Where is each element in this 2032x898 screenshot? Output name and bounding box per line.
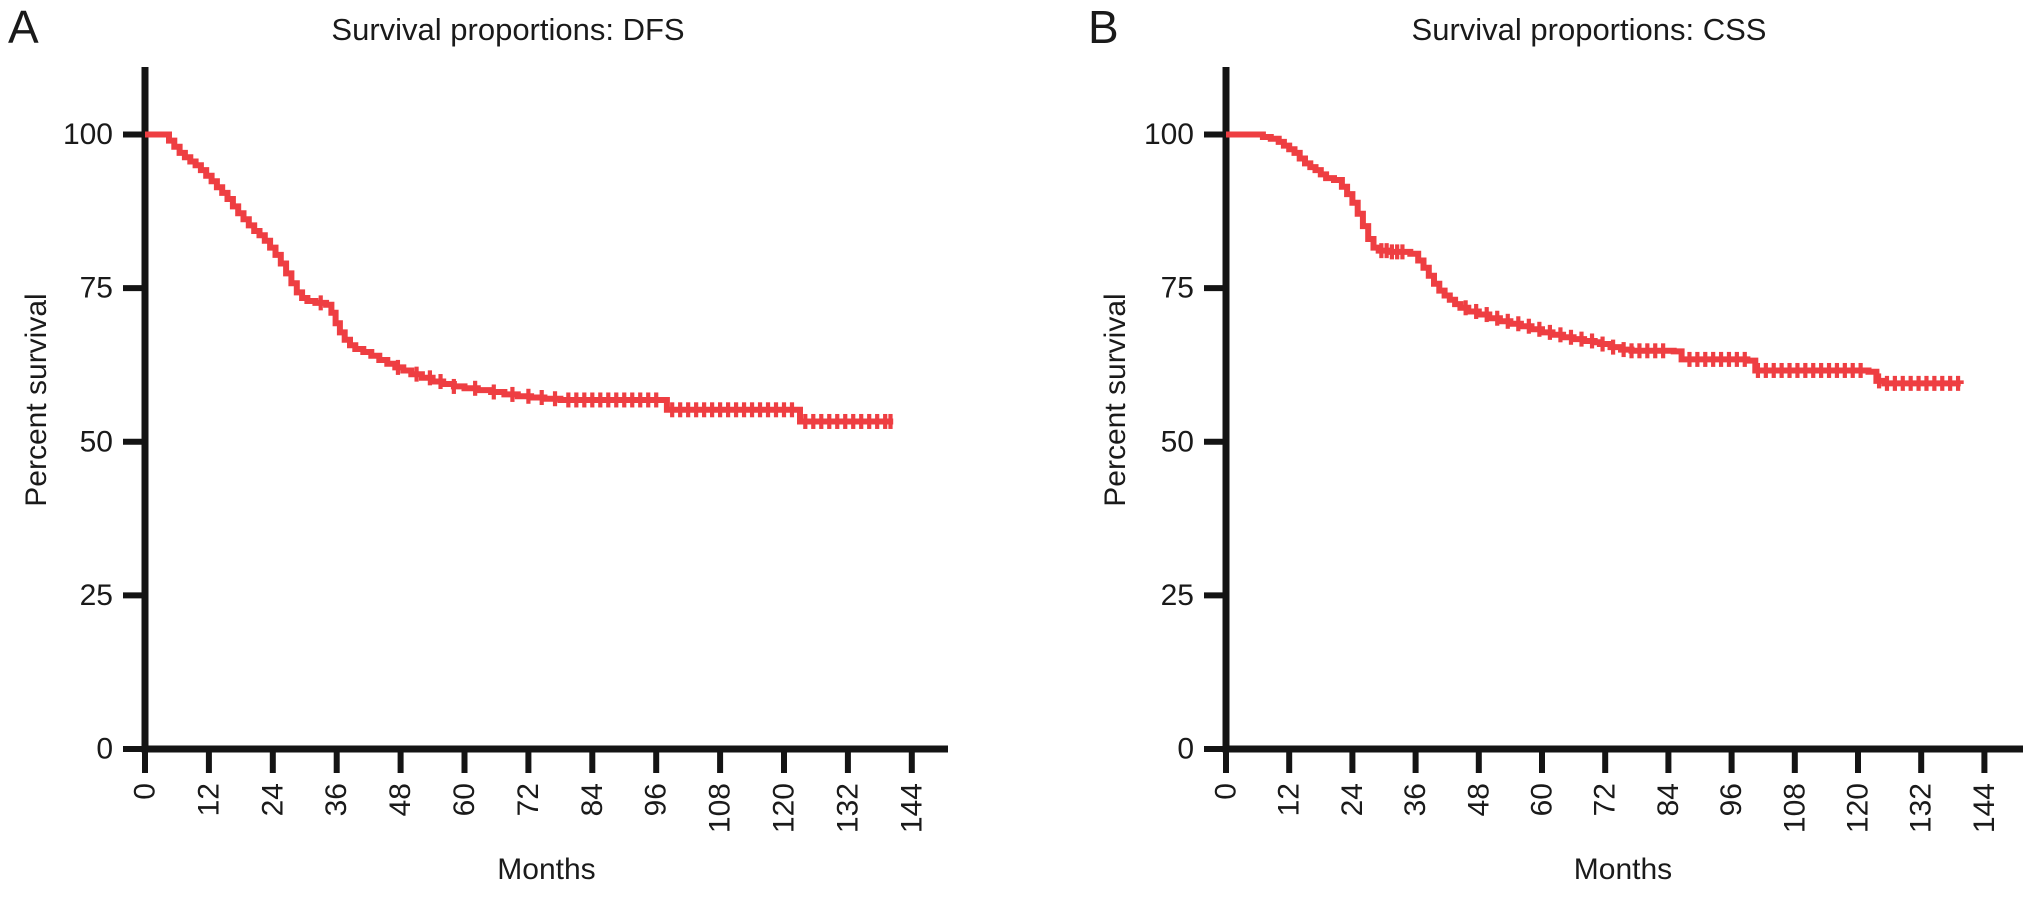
x-tick-label: 84 — [576, 783, 609, 816]
panel-a-title: Survival proportions: DFS — [331, 12, 685, 47]
x-tick-label: 132 — [1905, 783, 1938, 833]
x-tick-label: 60 — [448, 783, 481, 816]
x-tick-label: 48 — [384, 783, 417, 816]
y-tick-label: 50 — [1161, 425, 1194, 458]
panel-a: 0 25 50 75 100 0 12 24 36 48 60 72 84 96 108 120 132 144 — [63, 67, 948, 833]
x-tick-label: 108 — [704, 783, 737, 833]
y-tick-label: 75 — [80, 272, 113, 305]
y-tick-label: 100 — [63, 118, 113, 151]
y-tick-label: 100 — [1144, 118, 1194, 151]
panel-a-yaxis-title: Percent survival — [20, 293, 53, 507]
x-tick-label: 120 — [768, 783, 801, 833]
x-tick-label: 120 — [1842, 783, 1875, 833]
panel-b-xaxis-title: Months — [1573, 853, 1673, 886]
x-tick-label: 108 — [1778, 783, 1811, 833]
x-tick-label: 12 — [1273, 783, 1306, 816]
panel-b: 0 25 50 75 100 0 12 24 36 48 60 72 84 96 108 120 132 144 — [1144, 67, 2023, 833]
km-curve-dfs — [145, 131, 894, 425]
y-tick-label: 75 — [1161, 272, 1194, 305]
x-tick-label: 72 — [512, 783, 545, 816]
panel-b-title: Survival proportions: CSS — [1411, 12, 1767, 47]
x-tick-label: 0 — [129, 783, 162, 800]
panel-a-letter: A — [8, 1, 39, 53]
y-tick-label: 0 — [1177, 733, 1194, 766]
x-tick-label: 24 — [1336, 783, 1369, 816]
x-tick-label: 84 — [1652, 783, 1685, 816]
km-curve-css — [1226, 131, 1964, 387]
x-tick-label: 144 — [895, 783, 928, 833]
y-tick-label: 50 — [80, 425, 113, 458]
x-tick-label: 96 — [1715, 783, 1748, 816]
x-tick-label: 12 — [192, 783, 225, 816]
x-tick-label: 72 — [1589, 783, 1622, 816]
panel-b-letter: B — [1088, 1, 1119, 53]
x-tick-label: 0 — [1210, 783, 1243, 800]
x-tick-label: 36 — [1399, 783, 1432, 816]
panel-a-xaxis-title: Months — [497, 853, 596, 886]
x-tick-label: 96 — [640, 783, 673, 816]
x-tick-label: 36 — [320, 783, 353, 816]
x-tick-label: 24 — [256, 783, 289, 816]
x-tick-label: 60 — [1526, 783, 1559, 816]
x-tick-label: 48 — [1462, 783, 1495, 816]
panel-b-yaxis-title: Percent survival — [1099, 293, 1132, 507]
x-tick-label: 144 — [1968, 783, 2001, 833]
y-tick-label: 0 — [96, 733, 113, 766]
y-tick-label: 25 — [1161, 579, 1194, 612]
y-tick-label: 25 — [80, 579, 113, 612]
x-tick-label: 132 — [831, 783, 864, 833]
